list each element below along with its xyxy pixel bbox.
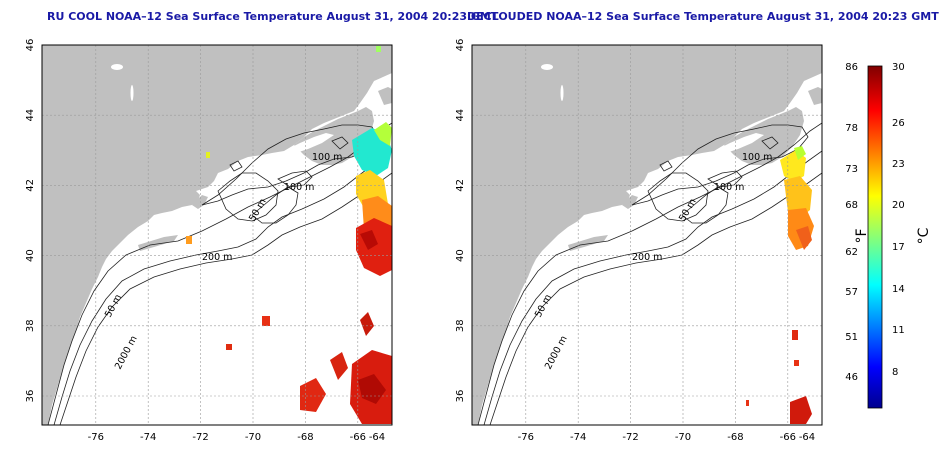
right-y-tick: 42 (455, 179, 466, 192)
left-contour-label-200m: 200 m (202, 252, 232, 263)
f-tick: 78 (845, 123, 858, 134)
c-tick: 17 (892, 242, 905, 253)
left-x-tick: -64 (369, 432, 385, 443)
left-gridlines (42, 45, 392, 425)
colorbar-fahrenheit-ticks: 86 78 73 68 62 57 51 46 (845, 62, 858, 383)
c-tick: 26 (892, 118, 905, 129)
left-panel-title: RU COOL NOAA–12 Sea Surface Temperature … (47, 10, 499, 23)
f-tick: 51 (845, 332, 858, 343)
right-x-tick: -76 (518, 432, 534, 443)
left-contour-label-100m-a: 100 m (312, 152, 342, 163)
colorbar-unit-fahrenheit: °F (854, 228, 870, 243)
right-panel-title: DECLOUDED NOAA–12 Sea Surface Temperatur… (467, 10, 939, 23)
right-map-frame (471, 44, 823, 426)
left-map-panel: 100 m 100 m 50 m 200 m 50 m 2000 m -76 -… (25, 39, 393, 443)
left-x-axis: -76 -74 -72 -70 -68 -66 -64 (88, 432, 386, 443)
right-x-tick: -66 (780, 432, 796, 443)
right-x-tick: -72 (622, 432, 638, 443)
right-x-tick: -70 (675, 432, 691, 443)
right-x-tick: -68 (727, 432, 743, 443)
c-tick: 14 (892, 284, 905, 295)
c-tick: 23 (892, 159, 905, 170)
colorbar-celsius-ticks: 30 26 23 20 17 14 11 8 (892, 62, 905, 378)
left-x-tick: -74 (140, 432, 156, 443)
left-x-tick: -66 (350, 432, 366, 443)
c-tick: 8 (892, 367, 898, 378)
left-x-tick: -68 (297, 432, 313, 443)
colorbar-unit-celsius: °C (916, 227, 932, 244)
right-y-tick: 44 (455, 109, 466, 122)
right-basemap (472, 45, 822, 425)
c-tick: 20 (892, 200, 905, 211)
right-y-tick: 40 (455, 249, 466, 262)
left-sst-pixels (186, 46, 392, 424)
right-y-tick: 36 (455, 390, 466, 403)
left-contour-label-100m-b: 100 m (284, 182, 314, 193)
f-tick: 68 (845, 200, 858, 211)
left-y-tick: 36 (25, 390, 36, 403)
right-contour-label-200m: 200 m (632, 252, 662, 263)
colorbar: 86 78 73 68 62 57 51 46 30 26 23 20 17 1… (845, 62, 932, 409)
right-x-axis: -76 -74 -72 -70 -68 -66 -64 (518, 432, 816, 443)
left-y-tick: 44 (25, 109, 36, 122)
f-tick: 46 (845, 372, 858, 383)
f-tick: 57 (845, 287, 858, 298)
left-x-tick: -72 (192, 432, 208, 443)
left-y-tick: 38 (25, 319, 36, 332)
left-y-tick: 40 (25, 249, 36, 262)
right-contour-label-100m-b: 100 m (714, 182, 744, 193)
right-y-axis: 46 44 42 40 38 36 (455, 39, 466, 403)
right-y-tick: 38 (455, 319, 466, 332)
left-y-tick: 46 (25, 39, 36, 52)
f-tick: 62 (845, 247, 858, 258)
right-x-tick: -64 (799, 432, 815, 443)
left-x-tick: -76 (88, 432, 104, 443)
f-tick: 73 (845, 164, 858, 175)
colorbar-gradient (867, 65, 883, 409)
right-x-tick: -74 (570, 432, 586, 443)
right-map-panel: 100 m 100 m 50 m 200 m 50 m 2000 m -76 -… (455, 39, 823, 443)
right-sst-pixels (746, 146, 814, 424)
left-x-tick: -70 (245, 432, 261, 443)
left-y-tick: 42 (25, 179, 36, 192)
c-tick: 11 (892, 325, 905, 336)
right-gridlines (472, 45, 822, 425)
left-y-axis: 46 44 42 40 38 36 (25, 39, 36, 403)
f-tick: 86 (845, 62, 858, 73)
left-map-frame (41, 44, 393, 426)
right-contour-label-100m-a: 100 m (742, 152, 772, 163)
right-y-tick: 46 (455, 39, 466, 52)
c-tick: 30 (892, 62, 905, 73)
